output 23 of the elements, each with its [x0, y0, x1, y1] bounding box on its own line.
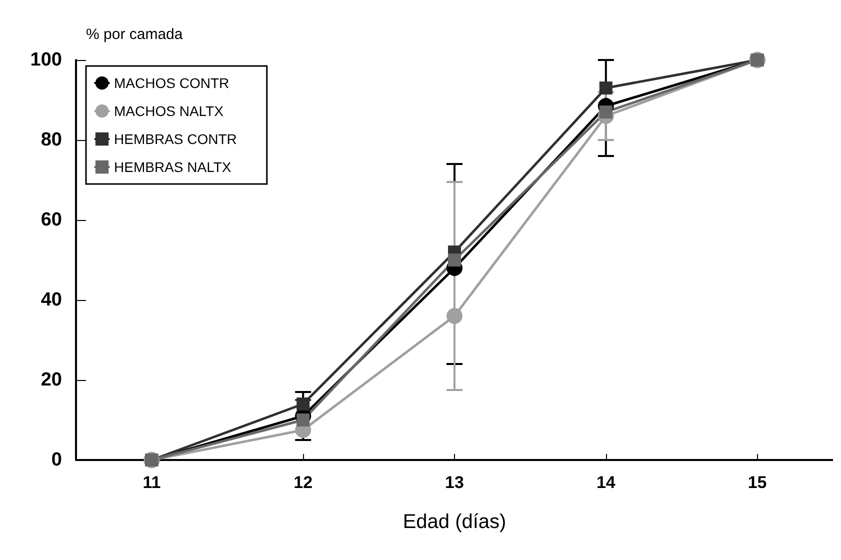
- y-tick-label: 0: [51, 450, 62, 470]
- x-tick-label: 13: [445, 473, 464, 492]
- x-axis-title: Edad (días): [402, 511, 506, 533]
- x-tick-label: 11: [142, 473, 161, 492]
- legend-label: HEMBRAS NALTX: [114, 159, 232, 175]
- point: [448, 254, 461, 266]
- legend-label: HEMBRAS CONTR: [114, 131, 237, 147]
- legend-label: MACHOS CONTR: [114, 75, 230, 91]
- y-tick-label: 60: [40, 210, 62, 230]
- y-tick-label: 80: [40, 130, 62, 150]
- point: [296, 414, 310, 426]
- y-axis-title: % por camada: [86, 26, 184, 43]
- x-tick-label: 15: [748, 473, 767, 492]
- y-tick-label: 20: [40, 370, 62, 390]
- point: [446, 308, 462, 324]
- y-tick-label: 40: [40, 290, 62, 310]
- x-tick-label: 14: [596, 473, 616, 492]
- x-tick-label: 12: [294, 473, 313, 492]
- point: [296, 398, 310, 410]
- point: [599, 82, 612, 94]
- point: [599, 106, 612, 118]
- y-tick-label: 100: [30, 50, 62, 70]
- legend-label: MACHOS NALTX: [114, 103, 224, 119]
